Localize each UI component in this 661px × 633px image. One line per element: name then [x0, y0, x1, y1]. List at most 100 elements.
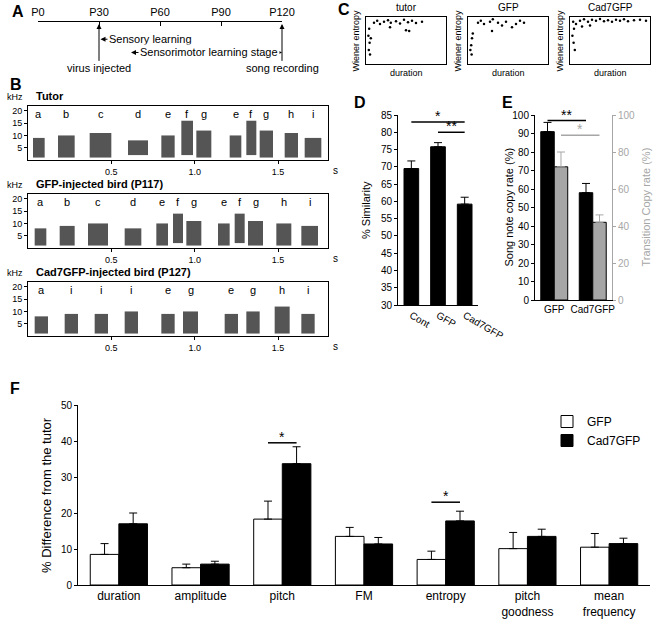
svg-text:Cont: Cont: [408, 310, 432, 330]
svg-text:E: E: [502, 94, 513, 111]
svg-text:P90: P90: [211, 6, 231, 18]
svg-text:P120: P120: [269, 6, 295, 18]
svg-text:35: 35: [381, 282, 393, 293]
svg-text:duration: duration: [492, 68, 525, 78]
svg-text:g: g: [253, 196, 259, 208]
svg-text:d: d: [130, 196, 136, 208]
svg-text:pitchgoodness: pitchgoodness: [501, 589, 553, 619]
svg-text:1.5: 1.5: [272, 343, 285, 353]
svg-text:P30: P30: [89, 6, 109, 18]
svg-text:Sensorimotor learning stage: Sensorimotor learning stage: [140, 46, 278, 58]
svg-text:f: f: [238, 196, 242, 208]
svg-text:*: *: [443, 488, 449, 504]
svg-text:Cad7GFP: Cad7GFP: [461, 310, 505, 342]
svg-text:*: *: [435, 108, 441, 124]
svg-text:virus injected: virus injected: [67, 62, 131, 74]
svg-text:Cad7GFP: Cad7GFP: [588, 2, 633, 13]
svg-text:a: a: [37, 196, 44, 208]
svg-text:e: e: [159, 196, 165, 208]
svg-text:30: 30: [518, 239, 530, 250]
svg-text:5: 5: [17, 231, 22, 241]
svg-text:g: g: [263, 108, 269, 120]
svg-text:% Difference from the tutor: % Difference from the tutor: [39, 417, 54, 573]
svg-text:5: 5: [17, 143, 22, 153]
svg-text:i: i: [309, 196, 311, 208]
svg-text:20: 20: [12, 194, 22, 204]
svg-text:1.5: 1.5: [272, 167, 285, 177]
svg-text:60: 60: [381, 196, 393, 207]
svg-text:i: i: [312, 108, 314, 120]
svg-text:15: 15: [12, 294, 22, 304]
svg-text:g: g: [188, 284, 194, 296]
svg-text:10: 10: [12, 219, 22, 229]
svg-text:0.5: 0.5: [105, 255, 118, 265]
svg-text:Transition Copy rate (%): Transition Copy rate (%): [640, 148, 652, 267]
svg-text:80: 80: [381, 127, 393, 138]
svg-text:Tutor: Tutor: [36, 90, 64, 102]
svg-text:D: D: [354, 94, 366, 111]
svg-text:i: i: [130, 284, 132, 296]
svg-text:F: F: [10, 380, 20, 397]
svg-text:kHz: kHz: [7, 180, 23, 190]
svg-text:duration: duration: [97, 589, 140, 603]
svg-text:e: e: [221, 196, 227, 208]
svg-text:0.5: 0.5: [105, 167, 118, 177]
svg-text:h: h: [279, 284, 285, 296]
svg-text:song recording: song recording: [246, 62, 319, 74]
svg-text:50: 50: [381, 230, 393, 241]
svg-text:a: a: [38, 284, 45, 296]
svg-text:70: 70: [381, 161, 393, 172]
svg-text:20: 20: [12, 282, 22, 292]
svg-text:pitch: pitch: [270, 589, 295, 603]
svg-text:10: 10: [12, 131, 22, 141]
svg-text:100: 100: [512, 110, 529, 121]
svg-text:20: 20: [61, 508, 73, 519]
svg-text:55: 55: [381, 213, 393, 224]
svg-text:GFP: GFP: [587, 415, 612, 429]
svg-text:s: s: [333, 253, 338, 264]
svg-text:**: **: [446, 118, 457, 134]
svg-text:Sensory learning: Sensory learning: [109, 33, 192, 45]
svg-text:20: 20: [12, 106, 22, 116]
svg-text:75: 75: [381, 144, 393, 155]
svg-text:e: e: [228, 284, 234, 296]
svg-text:h: h: [281, 196, 287, 208]
svg-text:85: 85: [381, 110, 393, 121]
svg-text:80: 80: [518, 147, 530, 158]
svg-text:s: s: [333, 341, 338, 352]
svg-text:80: 80: [618, 147, 630, 158]
svg-text:i: i: [70, 284, 72, 296]
svg-text:1.0: 1.0: [188, 167, 201, 177]
svg-text:**: **: [561, 107, 572, 123]
svg-text:c: c: [98, 108, 104, 120]
svg-text:kHz: kHz: [7, 92, 23, 102]
svg-text:0: 0: [66, 580, 72, 591]
svg-text:15: 15: [12, 206, 22, 216]
svg-text:% Similarity: % Similarity: [360, 181, 372, 239]
svg-text:0.5: 0.5: [105, 343, 118, 353]
svg-text:Wiener entropy: Wiener entropy: [351, 10, 361, 72]
svg-text:e: e: [165, 108, 171, 120]
svg-text:tutor: tutor: [396, 2, 417, 13]
svg-text:kHz: kHz: [7, 268, 23, 278]
svg-text:i: i: [307, 284, 309, 296]
svg-text:P60: P60: [150, 6, 170, 18]
svg-text:90: 90: [518, 128, 530, 139]
svg-text:100: 100: [618, 110, 635, 121]
svg-text:A: A: [12, 3, 24, 20]
svg-text:60: 60: [618, 184, 630, 195]
svg-text:*: *: [577, 121, 583, 137]
svg-text:10: 10: [12, 307, 22, 317]
svg-text:GFP-injected bird (P117): GFP-injected bird (P117): [36, 178, 163, 190]
svg-text:GFP: GFP: [544, 304, 565, 315]
svg-text:Cad7GFP-injected bird (P127): Cad7GFP-injected bird (P127): [36, 266, 191, 278]
svg-text:g: g: [191, 196, 197, 208]
svg-text:C: C: [338, 1, 350, 18]
svg-text:65: 65: [381, 179, 393, 190]
svg-text:Song note copy rate (%): Song note copy rate (%): [503, 148, 515, 267]
svg-text:FM: FM: [355, 589, 372, 603]
svg-text:b: b: [63, 108, 69, 120]
svg-text:Cad7GFP: Cad7GFP: [571, 304, 616, 315]
svg-text:Wiener entropy: Wiener entropy: [555, 10, 565, 72]
svg-text:40: 40: [61, 436, 73, 447]
